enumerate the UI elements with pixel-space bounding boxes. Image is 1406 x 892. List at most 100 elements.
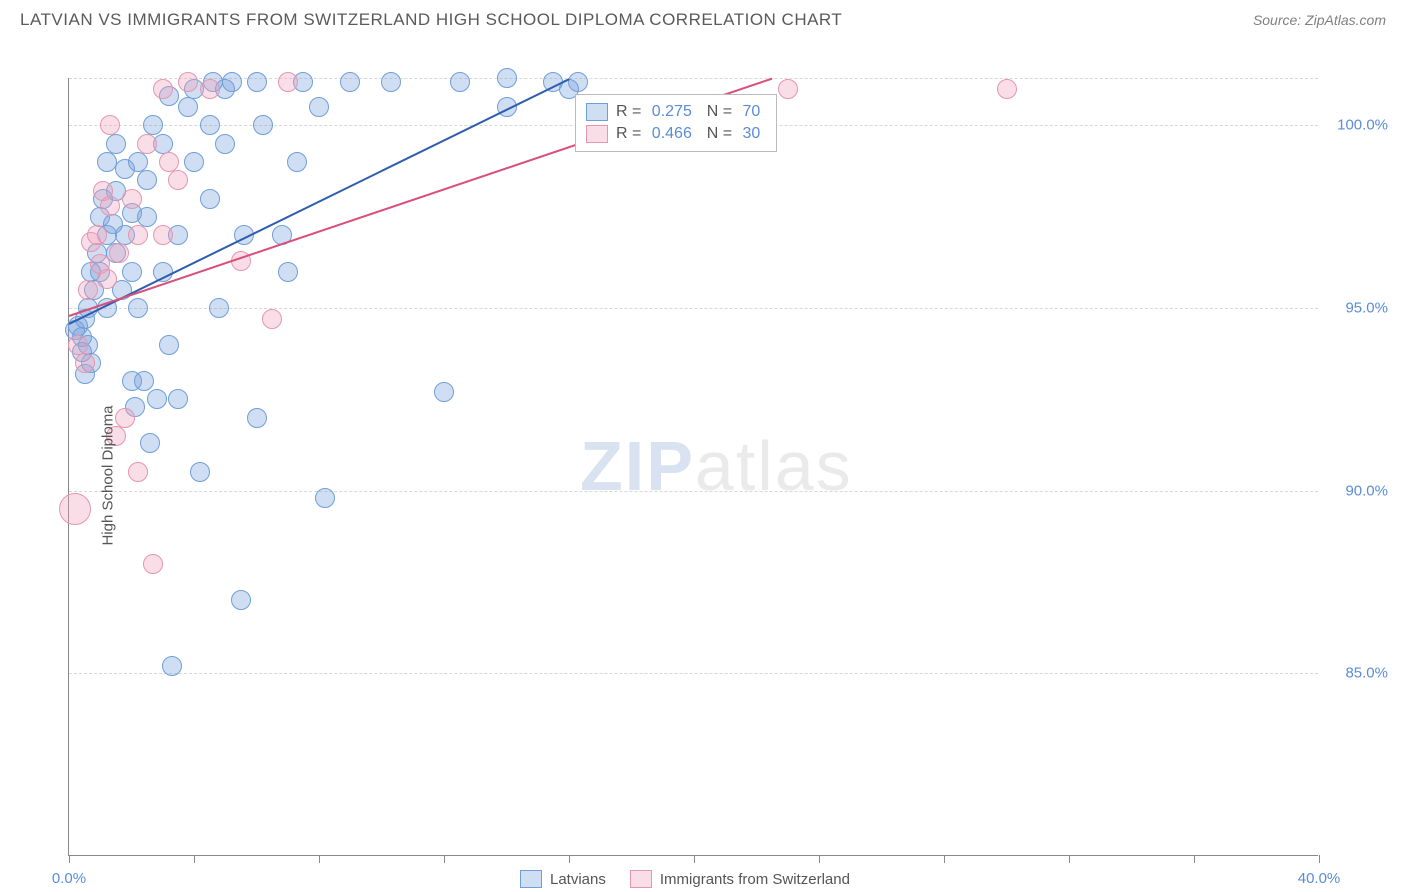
data-point — [253, 115, 273, 135]
data-point — [100, 196, 120, 216]
data-point — [109, 243, 129, 263]
data-point — [222, 72, 242, 92]
plot-area: 85.0%90.0%95.0%100.0%0.0%40.0% — [68, 78, 1318, 856]
data-point — [309, 97, 329, 117]
data-point — [247, 72, 267, 92]
data-point — [106, 134, 126, 154]
data-point — [568, 72, 588, 92]
data-point — [143, 115, 163, 135]
data-point — [381, 72, 401, 92]
y-tick-label: 85.0% — [1328, 665, 1388, 682]
x-tick — [819, 855, 820, 863]
data-point — [97, 152, 117, 172]
data-point — [247, 408, 267, 428]
data-point — [97, 269, 117, 289]
data-point — [287, 152, 307, 172]
data-point — [87, 225, 107, 245]
data-point — [140, 433, 160, 453]
data-point — [434, 382, 454, 402]
x-tick — [694, 855, 695, 863]
gridline — [69, 308, 1318, 309]
x-tick-label: 40.0% — [1298, 870, 1341, 887]
data-point — [215, 134, 235, 154]
legend-stats: R = 0.466 N = 30 — [616, 125, 766, 143]
data-point — [997, 79, 1017, 99]
correlation-legend: R = 0.275 N = 70 R = 0.466 N = 30 — [575, 94, 777, 152]
y-tick-label: 95.0% — [1328, 300, 1388, 317]
data-point — [159, 335, 179, 355]
legend-swatch — [586, 125, 608, 143]
legend-label: Immigrants from Switzerland — [660, 871, 850, 888]
legend-item: Immigrants from Switzerland — [630, 870, 850, 888]
data-point — [184, 152, 204, 172]
x-tick — [444, 855, 445, 863]
x-tick — [569, 855, 570, 863]
data-point — [178, 97, 198, 117]
data-point — [497, 68, 517, 88]
data-point — [122, 189, 142, 209]
data-point — [137, 134, 157, 154]
data-point — [159, 152, 179, 172]
data-point — [128, 152, 148, 172]
data-point — [162, 656, 182, 676]
gridline — [69, 673, 1318, 674]
data-point — [137, 207, 157, 227]
legend-swatch — [586, 103, 608, 121]
data-point — [128, 462, 148, 482]
data-point — [128, 298, 148, 318]
data-point — [278, 72, 298, 92]
data-point — [315, 488, 335, 508]
y-axis-label: High School Diploma — [100, 405, 117, 545]
data-point — [134, 371, 154, 391]
data-point — [278, 262, 298, 282]
data-point — [178, 72, 198, 92]
data-point — [68, 335, 88, 355]
data-point — [190, 462, 210, 482]
x-tick — [1194, 855, 1195, 863]
x-tick — [69, 855, 70, 863]
data-point — [231, 590, 251, 610]
x-tick — [1069, 855, 1070, 863]
data-point — [137, 170, 157, 190]
data-point — [778, 79, 798, 99]
y-tick-label: 100.0% — [1328, 117, 1388, 134]
data-point — [128, 225, 148, 245]
data-point — [147, 389, 167, 409]
data-point — [200, 115, 220, 135]
data-point — [75, 353, 95, 373]
legend-stats: R = 0.275 N = 70 — [616, 103, 766, 121]
data-point — [262, 309, 282, 329]
data-point — [209, 298, 229, 318]
data-point — [340, 72, 360, 92]
data-point — [143, 554, 163, 574]
legend-swatch — [520, 870, 542, 888]
x-tick-label: 0.0% — [52, 870, 86, 887]
gridline — [69, 491, 1318, 492]
data-point — [200, 189, 220, 209]
x-tick — [194, 855, 195, 863]
data-point — [153, 225, 173, 245]
correlation-scatter-chart: 85.0%90.0%95.0%100.0%0.0%40.0%High Schoo… — [20, 36, 1386, 868]
data-point — [168, 170, 188, 190]
chart-title: LATVIAN VS IMMIGRANTS FROM SWITZERLAND H… — [20, 10, 842, 30]
legend-row: R = 0.275 N = 70 — [586, 101, 766, 123]
legend-swatch — [630, 870, 652, 888]
data-point — [200, 79, 220, 99]
data-point — [450, 72, 470, 92]
chart-source: Source: ZipAtlas.com — [1253, 12, 1386, 28]
data-point — [153, 79, 173, 99]
chart-header: LATVIAN VS IMMIGRANTS FROM SWITZERLAND H… — [0, 0, 1406, 36]
data-point — [78, 280, 98, 300]
x-tick — [319, 855, 320, 863]
x-tick — [944, 855, 945, 863]
legend-label: Latvians — [550, 871, 606, 888]
y-tick-label: 90.0% — [1328, 482, 1388, 499]
legend-row: R = 0.466 N = 30 — [586, 123, 766, 145]
legend-item: Latvians — [520, 870, 606, 888]
x-tick — [1319, 855, 1320, 863]
data-point — [122, 262, 142, 282]
data-point — [100, 115, 120, 135]
series-legend: Latvians Immigrants from Switzerland — [520, 870, 850, 888]
data-point — [59, 493, 91, 525]
data-point — [168, 389, 188, 409]
